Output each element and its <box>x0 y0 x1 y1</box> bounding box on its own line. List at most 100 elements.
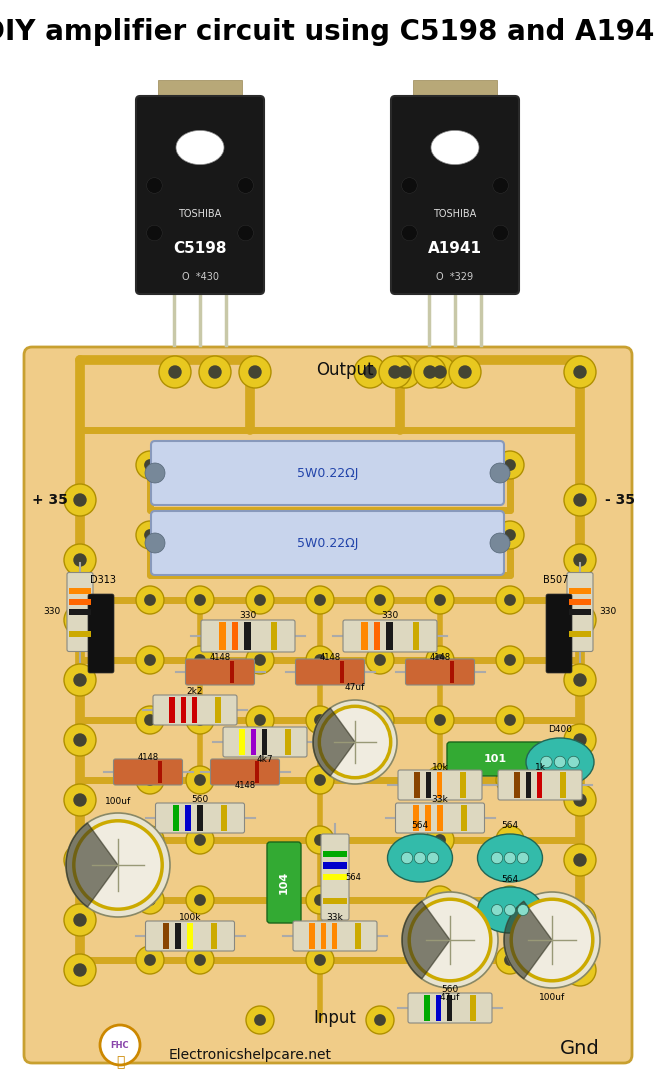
Circle shape <box>186 451 214 479</box>
Circle shape <box>573 366 586 379</box>
Circle shape <box>434 894 446 906</box>
Text: 1k: 1k <box>535 763 546 771</box>
Circle shape <box>564 724 596 756</box>
Circle shape <box>491 852 502 864</box>
Text: 564: 564 <box>501 875 518 885</box>
Circle shape <box>186 946 214 974</box>
FancyBboxPatch shape <box>201 620 295 652</box>
Circle shape <box>313 700 397 784</box>
Circle shape <box>186 586 214 614</box>
Circle shape <box>64 954 96 986</box>
Circle shape <box>573 734 586 747</box>
Circle shape <box>145 533 165 554</box>
FancyBboxPatch shape <box>343 620 437 652</box>
Circle shape <box>246 1006 274 1034</box>
Text: Output: Output <box>316 361 374 379</box>
Circle shape <box>254 654 266 666</box>
Ellipse shape <box>478 887 543 933</box>
Circle shape <box>491 904 502 915</box>
Circle shape <box>427 852 439 864</box>
Circle shape <box>136 946 164 974</box>
Bar <box>460 771 466 798</box>
Text: 560: 560 <box>192 795 209 805</box>
Bar <box>569 631 591 637</box>
Circle shape <box>194 460 206 470</box>
FancyBboxPatch shape <box>396 803 485 833</box>
FancyBboxPatch shape <box>151 511 504 575</box>
Text: O  *430: O *430 <box>182 272 218 282</box>
Circle shape <box>136 451 164 479</box>
Circle shape <box>504 892 600 988</box>
Circle shape <box>564 484 596 516</box>
Circle shape <box>194 714 206 726</box>
Circle shape <box>306 521 334 549</box>
Circle shape <box>504 834 516 846</box>
Circle shape <box>254 714 266 726</box>
Circle shape <box>199 356 231 388</box>
Text: 4148: 4148 <box>319 654 340 663</box>
FancyBboxPatch shape <box>267 842 301 923</box>
Text: B507: B507 <box>543 575 569 585</box>
FancyBboxPatch shape <box>158 80 242 105</box>
Circle shape <box>374 714 386 726</box>
Circle shape <box>314 529 326 541</box>
Bar <box>340 661 344 683</box>
Circle shape <box>496 827 524 853</box>
Bar <box>251 729 256 755</box>
Circle shape <box>564 784 596 816</box>
Bar <box>569 609 591 615</box>
Circle shape <box>518 904 529 915</box>
Circle shape <box>573 913 586 927</box>
Circle shape <box>564 954 596 986</box>
Bar <box>426 771 431 798</box>
Circle shape <box>517 852 529 864</box>
Bar <box>270 622 277 650</box>
Circle shape <box>136 886 164 914</box>
Circle shape <box>511 899 593 981</box>
Circle shape <box>254 1014 266 1026</box>
Circle shape <box>306 886 334 914</box>
Bar <box>69 588 91 595</box>
Circle shape <box>73 613 87 627</box>
Circle shape <box>237 178 253 193</box>
Circle shape <box>564 356 596 388</box>
Circle shape <box>74 821 162 910</box>
Bar <box>415 771 420 798</box>
Bar <box>174 923 180 950</box>
Circle shape <box>136 646 164 674</box>
Circle shape <box>426 827 454 853</box>
Circle shape <box>496 886 524 914</box>
Bar <box>323 874 347 880</box>
Bar <box>560 771 565 798</box>
FancyBboxPatch shape <box>567 573 593 652</box>
Text: 564: 564 <box>501 821 518 831</box>
Circle shape <box>64 904 96 935</box>
Text: A1941: A1941 <box>428 241 482 256</box>
Bar <box>323 898 347 904</box>
Circle shape <box>434 460 446 470</box>
Bar <box>569 588 591 595</box>
Text: - 35: - 35 <box>605 493 635 507</box>
Circle shape <box>186 646 214 674</box>
Circle shape <box>493 226 508 241</box>
Text: Electronicshelpcare.net: Electronicshelpcare.net <box>169 1048 331 1062</box>
Bar <box>310 923 315 950</box>
Bar <box>437 771 442 798</box>
Circle shape <box>414 356 446 388</box>
Ellipse shape <box>176 131 224 165</box>
Circle shape <box>504 460 516 470</box>
Circle shape <box>504 904 516 915</box>
FancyBboxPatch shape <box>88 595 114 673</box>
FancyBboxPatch shape <box>447 742 543 776</box>
Text: 47uf: 47uf <box>345 683 365 693</box>
Circle shape <box>504 954 516 966</box>
Text: Input: Input <box>314 1009 356 1027</box>
Text: 330: 330 <box>600 607 617 616</box>
Text: 4148: 4148 <box>430 654 451 663</box>
Circle shape <box>194 529 206 541</box>
Circle shape <box>254 529 266 541</box>
Bar <box>447 995 453 1021</box>
Circle shape <box>573 493 586 507</box>
Text: FHC: FHC <box>111 1040 129 1050</box>
Circle shape <box>306 827 334 853</box>
